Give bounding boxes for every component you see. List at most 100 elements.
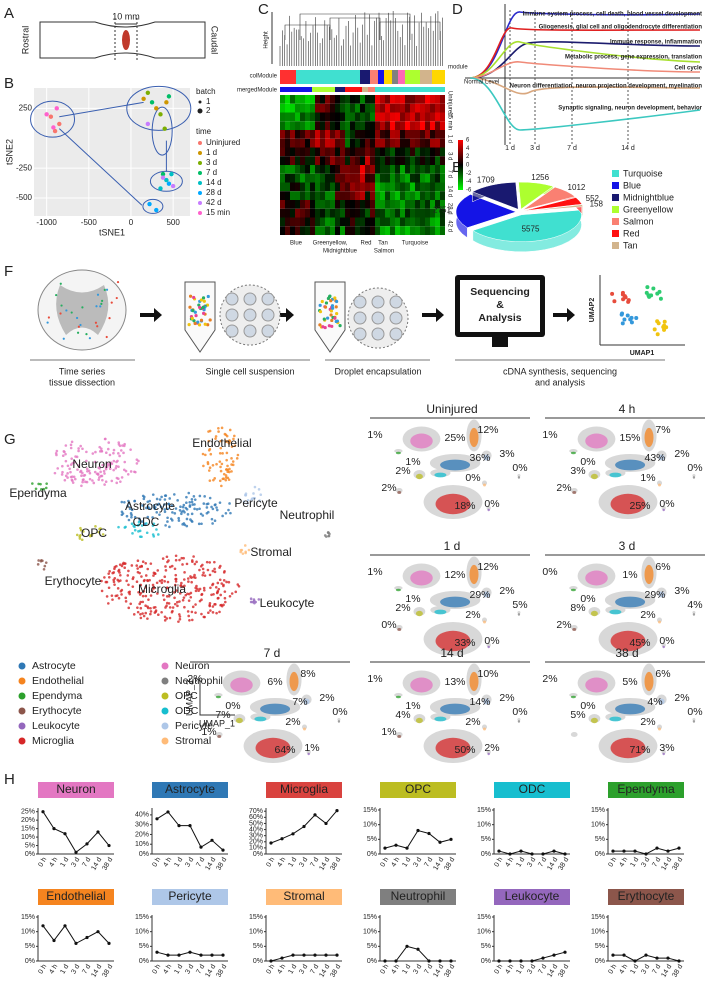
point [302,824,306,829]
cell-dot [211,583,214,587]
y-tick-label: 20% [135,831,149,838]
heatmap-cell [385,182,390,192]
heatmap-cell [365,200,370,209]
highlight-cluster [658,698,665,705]
cell-dot [115,481,119,485]
x-tick-label: 4 h [276,856,287,868]
heatmap-cell [430,138,435,148]
y-tick-label: 5% [481,943,491,950]
cluster-label: OPC [81,526,107,540]
highlight-cluster [440,596,471,608]
cell-dot [166,507,170,511]
heatmap-cell [335,165,340,174]
heatmap-cell [370,226,375,235]
cell-dot [144,586,148,589]
cell-dot [167,502,170,506]
heatmap-cell [390,121,395,130]
heatmap-cell [420,226,425,235]
tube [314,281,346,353]
cell-dot [164,606,167,609]
point [508,959,512,963]
cell-dot [136,524,140,527]
gray-cluster [517,474,521,477]
cell-dot [165,617,169,620]
percent-label: 29% [644,589,665,601]
x-tick-label: 3 d [640,963,651,975]
point [166,181,172,186]
percent-label: 1% [405,700,420,712]
percent-label: 3% [570,465,585,477]
y-tick-label: 5% [139,943,149,950]
cell [190,316,194,320]
merged-module-bar [362,87,368,92]
cell-dot [61,464,64,468]
heatmap-cell [340,226,345,235]
heatmap-cell [355,121,360,130]
cell [318,303,322,307]
cell-dot [173,596,176,600]
cell-dot [230,463,233,466]
heatmap-cell [395,95,400,104]
heatmap-cell [375,147,380,157]
cell-dot [120,593,123,596]
cluster-label: Stromal [250,545,291,559]
heatmap-cell [430,165,435,174]
cell-dot [63,478,67,482]
highlight-cluster [692,476,696,479]
percent-label: 0% [332,706,347,718]
heatmap-cell [425,173,430,183]
cell-dot [127,569,130,573]
heatmap-cell [335,173,340,183]
heatmap-cell [290,138,295,148]
highlight-cluster [590,717,598,724]
cell-dot [173,567,177,571]
cell-dot [79,533,82,537]
cell-dot [168,606,172,609]
heatmap-cell [380,182,385,192]
heatmap-cell [355,173,360,183]
x-tick-label: 7 d [195,963,206,975]
heatmap-cell [315,121,320,130]
cell-dot [173,512,177,515]
heatmap-cell [405,200,410,209]
heatmap-cell [285,138,290,148]
droplet [353,327,367,341]
cell-dot [92,481,96,485]
percent-label: 10% [477,668,498,680]
heatmap-cell [380,121,385,130]
scale-label: 4 [466,146,470,152]
legend-swatch [612,170,619,177]
cell-dot [185,507,189,511]
heatmap-cell [410,95,415,104]
cell-dot [215,508,219,512]
highlight-cluster [487,752,490,756]
cell-dot [135,458,139,461]
legend-label: 15 min [206,208,230,217]
cell-dot [203,574,207,577]
cell-dot [112,468,115,472]
heatmap-cell [415,226,420,235]
heatmap-cell [315,112,320,122]
legend-swatch [612,230,619,237]
cell-dot [232,437,235,441]
heatmap-cell [300,165,305,174]
cell [108,317,111,320]
cell-dot [85,459,88,463]
cell-dot [70,478,74,482]
x-tick-label: 3 d [412,963,423,975]
highlight-cluster [570,451,576,455]
cell-dot [239,550,243,554]
heatmap-cell [390,173,395,183]
y-tick-label: 10% [249,845,263,852]
cell-dot [138,529,142,533]
heatmap-cell [410,173,415,183]
cell-dot [127,499,130,503]
module-bar [296,70,360,84]
heatmap-cell [440,200,445,209]
cell-dot [116,459,119,463]
point [416,828,420,833]
scale-label: -2 [466,171,472,177]
heatmap-cell [290,121,295,130]
heatmap-cell [290,165,295,174]
heatmap-cell [280,217,285,227]
